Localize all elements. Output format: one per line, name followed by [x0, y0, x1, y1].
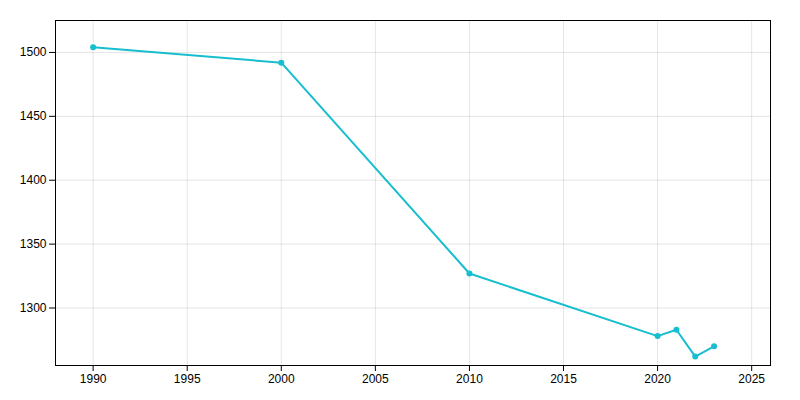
svg-text:2005: 2005 [362, 372, 389, 386]
svg-text:1300: 1300 [20, 301, 47, 315]
svg-text:1450: 1450 [20, 109, 47, 123]
svg-text:2015: 2015 [550, 372, 577, 386]
svg-text:1350: 1350 [20, 237, 47, 251]
svg-text:1990: 1990 [80, 372, 107, 386]
svg-text:2020: 2020 [644, 372, 671, 386]
svg-text:2010: 2010 [456, 372, 483, 386]
svg-text:1995: 1995 [174, 372, 201, 386]
svg-text:2025: 2025 [738, 372, 765, 386]
svg-text:1400: 1400 [20, 173, 47, 187]
svg-text:1500: 1500 [20, 45, 47, 59]
svg-text:2000: 2000 [268, 372, 295, 386]
